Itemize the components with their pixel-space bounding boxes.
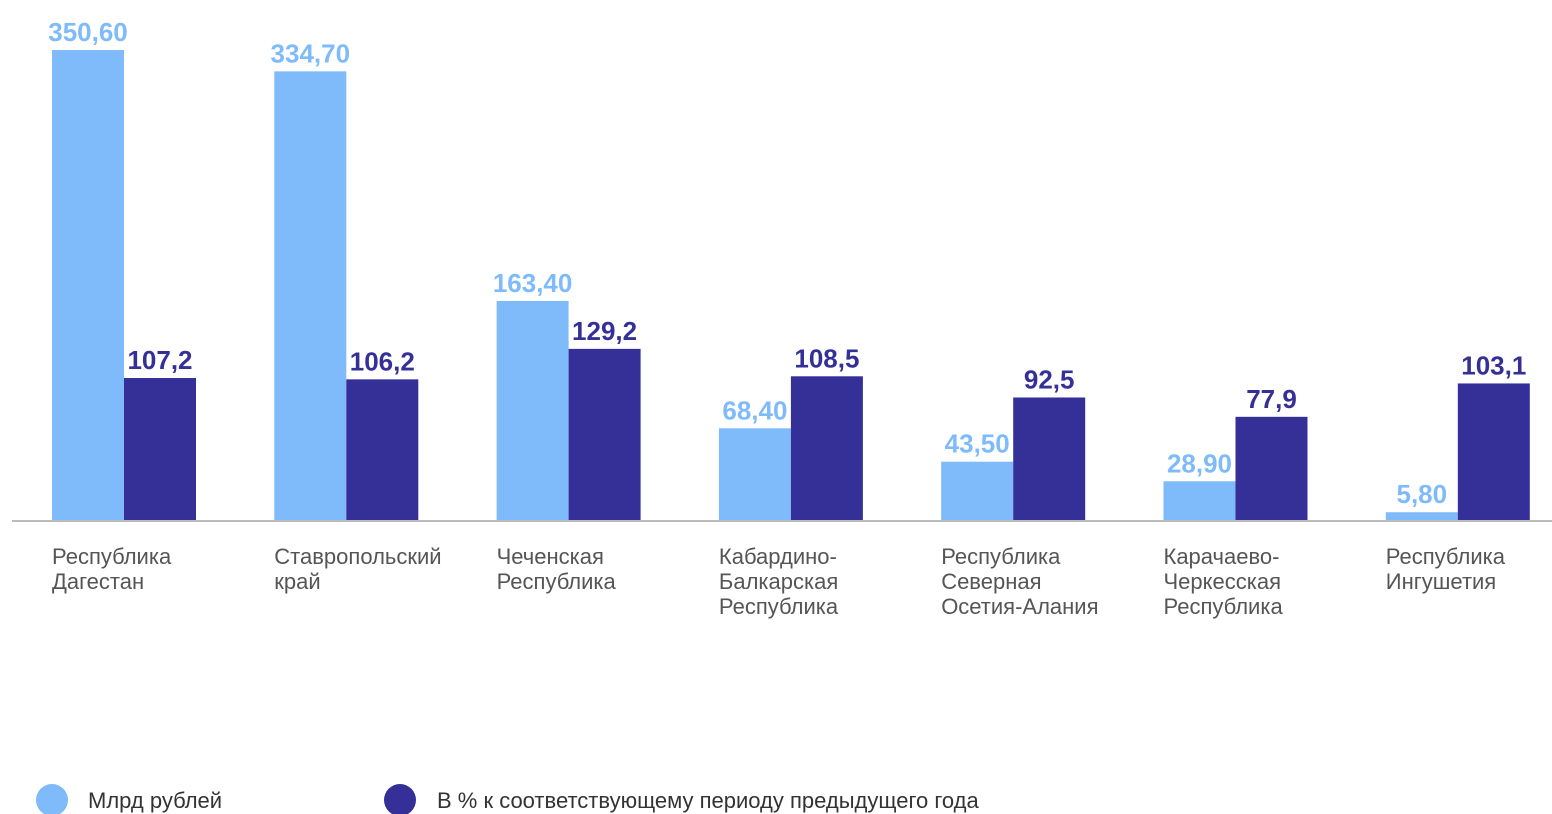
bar [1457,383,1530,520]
bar [496,300,569,520]
x-tick-label: Ставропольский край [274,544,442,594]
bar [1013,397,1086,520]
value-label: 350,60 [48,17,128,47]
bar [1235,416,1308,520]
bar [124,378,196,520]
value-label: 108,5 [794,343,859,373]
legend-label: Млрд рублей [88,788,223,813]
legend-label: В % к соответствующему периоду предыдуще… [437,788,979,813]
bar [718,428,791,520]
x-tick-label: Республика Дагестан [52,544,172,594]
legend-marker [36,784,68,814]
bar [568,348,641,520]
x-tick-label: Карачаево- Черкесская Республика [1163,544,1283,619]
value-label: 163,40 [493,268,573,298]
bar [1385,512,1458,520]
value-label: 28,90 [1167,448,1232,478]
x-tick-label: Кабардино- Балкарская Республика [718,544,839,619]
bar [941,461,1014,520]
value-label: 106,2 [350,346,415,376]
value-label: 334,70 [271,38,351,68]
value-label: 43,50 [945,429,1010,459]
value-label: 68,40 [722,395,787,425]
bar [52,50,124,521]
x-tick-label: Чеченская Республика [496,544,616,594]
value-label: 103,1 [1461,350,1526,380]
value-label: 5,80 [1396,479,1447,509]
bar [790,376,863,520]
bar [1163,481,1236,520]
bar [274,71,347,520]
bar [346,379,419,520]
value-label: 129,2 [572,316,637,346]
value-label: 77,9 [1246,384,1297,414]
value-label: 107,2 [127,345,192,375]
x-tick-label: Республика Северная Осетия-Алания [941,544,1099,619]
x-tick-label: Республика Ингушетия [1385,544,1505,594]
legend-marker [384,784,416,814]
value-label: 92,5 [1024,364,1075,394]
